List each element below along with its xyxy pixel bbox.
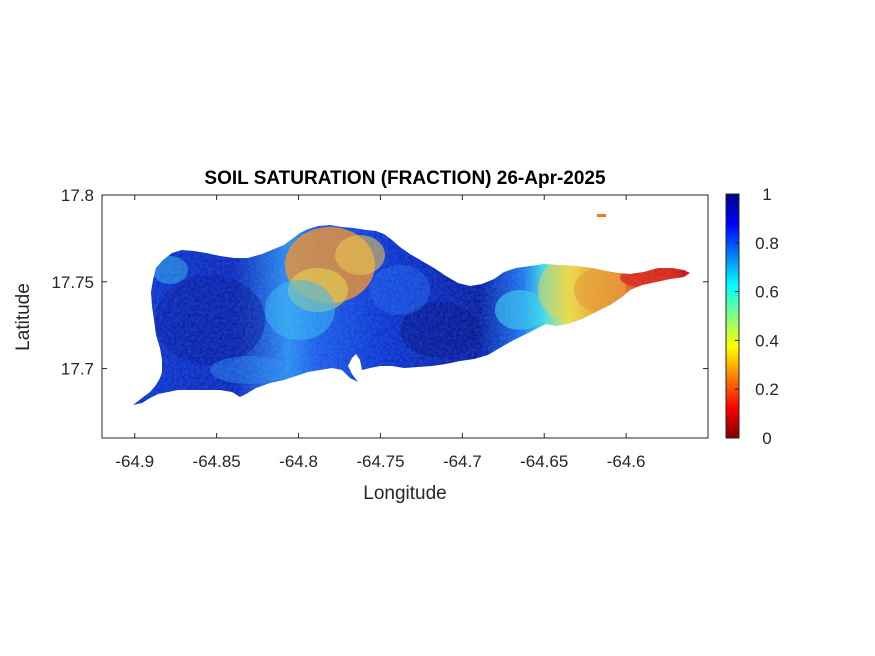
x-tick-label: -64.85 xyxy=(193,452,241,471)
colorbar: 0 0.2 0.4 0.6 0.8 1 xyxy=(725,185,779,448)
y-axis-title: Latitude xyxy=(13,283,34,351)
colorbar-tick-label: 0.6 xyxy=(755,283,779,302)
plot-title: SOIL SATURATION (FRACTION) 26-Apr-2025 xyxy=(204,168,606,189)
y-tick-label: 17.7 xyxy=(61,360,94,379)
colorbar-gradient xyxy=(725,193,740,439)
x-tick-label: -64.9 xyxy=(115,452,154,471)
x-tick-label: -64.7 xyxy=(443,452,482,471)
colorbar-ticks: 0 0.2 0.4 0.6 0.8 1 xyxy=(735,185,779,448)
x-axis: -64.9 -64.85 -64.8 -64.75 -64.7 -64.65 -64.6 xyxy=(115,195,645,471)
x-axis-title: Longitude xyxy=(363,483,446,504)
y-axis: 17.7 17.75 17.8 xyxy=(51,186,708,379)
colorbar-tick-label: 0.2 xyxy=(755,380,779,399)
y-tick-label: 17.8 xyxy=(61,186,94,205)
x-tick-label: -64.75 xyxy=(356,452,404,471)
colorbar-tick-label: 0 xyxy=(762,429,771,448)
colorbar-tick-label: 0.4 xyxy=(755,331,779,350)
x-tick-label: -64.8 xyxy=(279,452,318,471)
x-tick-label: -64.6 xyxy=(607,452,646,471)
colorbar-tick-label: 0.8 xyxy=(755,234,779,253)
offshore-islet xyxy=(597,214,606,217)
y-tick-label: 17.75 xyxy=(51,273,94,292)
colorbar-tick-label: 1 xyxy=(762,185,771,204)
x-tick-label: -64.65 xyxy=(520,452,568,471)
